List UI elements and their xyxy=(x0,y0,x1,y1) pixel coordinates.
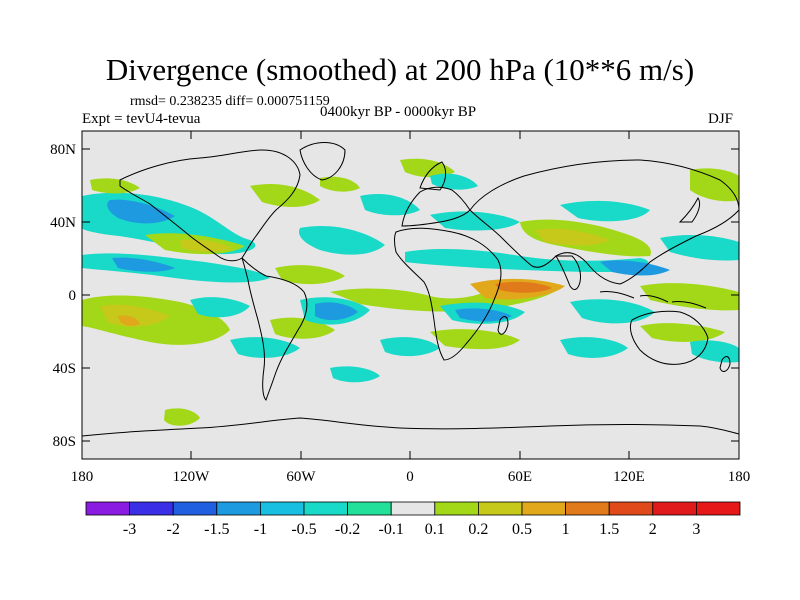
lon-label: 180 xyxy=(71,469,94,485)
colorbar-box xyxy=(85,501,130,516)
lon-label: 120W xyxy=(173,469,211,485)
colorbar-label: -3 xyxy=(123,521,136,538)
colorbar-box xyxy=(696,501,741,516)
lon-label: 60E xyxy=(508,469,532,485)
colorbar-box xyxy=(259,501,305,516)
lat-label: 40N xyxy=(50,215,76,231)
colorbar-box xyxy=(390,501,436,516)
lat-label: 80S xyxy=(53,434,76,450)
lat-label: 80N xyxy=(50,142,76,158)
lon-label: 180 xyxy=(728,469,751,485)
colorbar-label: 0.5 xyxy=(512,521,532,538)
longitude-labels: 180 120W 60W 0 60E 120E 180 xyxy=(71,469,751,485)
stats-label: rmsd= 0.238235 diff= 0.000751159 xyxy=(130,94,330,109)
colorbar-label: -0.2 xyxy=(335,521,360,538)
colorbar-label: 1.5 xyxy=(599,521,619,538)
colorbar-box xyxy=(652,501,697,516)
colorbar-labels: -3 -2 -1.5 -1 -0.5 -0.2 -0.1 0.1 0.2 0.5 1 1.5 2 3 xyxy=(123,521,700,538)
colorbar-box xyxy=(434,501,479,516)
colorbar-label: -2 xyxy=(167,521,180,538)
coastlines xyxy=(82,142,739,437)
colorbar-box xyxy=(565,501,610,516)
colorbar-label: -0.5 xyxy=(291,521,316,538)
colorbar-box xyxy=(521,501,566,516)
colorbar-box xyxy=(303,501,348,516)
lon-label: 60W xyxy=(286,469,316,485)
latitude-labels: 80N 40N 0 40S 80S xyxy=(50,142,76,450)
period-label: 0400kyr BP - 0000kyr BP xyxy=(320,104,477,120)
colorbar-box xyxy=(172,501,218,516)
colorbar-box xyxy=(347,501,392,516)
colorbar-box xyxy=(477,501,523,516)
colorbar-label: 0.1 xyxy=(425,521,445,538)
colorbar-label: -0.1 xyxy=(379,521,404,538)
lat-label: 40S xyxy=(53,361,76,377)
colorbar-label: 0.2 xyxy=(468,521,488,538)
axis-ticks xyxy=(82,131,739,459)
colorbar-box xyxy=(608,501,654,516)
lon-label: 0 xyxy=(406,469,414,485)
lon-label: 120E xyxy=(613,469,645,485)
colorbar-box xyxy=(129,501,174,516)
plot-title: Divergence (smoothed) at 200 hPa (10**6 … xyxy=(105,52,695,87)
colorbar-label: 3 xyxy=(692,521,700,538)
colorbar-label: -1.5 xyxy=(204,521,229,538)
experiment-label: Expt = tevU4-tevua xyxy=(82,111,201,127)
colorbar-box xyxy=(216,501,261,516)
colorbar xyxy=(85,501,741,516)
colorbar-label: -1 xyxy=(254,521,267,538)
colorbar-label: 2 xyxy=(649,521,657,538)
season-label: DJF xyxy=(708,111,734,127)
lat-label: 0 xyxy=(69,288,77,304)
divergence-field xyxy=(82,158,739,426)
colorbar-label: 1 xyxy=(562,521,570,538)
